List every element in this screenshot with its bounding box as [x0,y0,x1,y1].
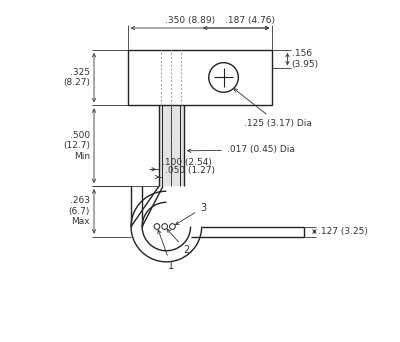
Text: .500
(12.7)
Min: .500 (12.7) Min [63,131,90,161]
Circle shape [154,224,160,229]
Text: .187 (4.76): .187 (4.76) [225,16,275,25]
Circle shape [209,63,238,92]
Text: .263
(6.7)
Max: .263 (6.7) Max [69,196,90,226]
Text: .017 (0.45) Dia: .017 (0.45) Dia [188,145,295,155]
Text: .350 (8.89): .350 (8.89) [165,16,215,25]
Circle shape [162,224,168,229]
Text: 1: 1 [158,230,174,271]
Circle shape [170,224,175,229]
Bar [128,50,272,105]
Text: 2: 2 [167,229,190,255]
Text: 3: 3 [176,203,206,225]
Text: .050 (1.27): .050 (1.27) [165,166,215,175]
Text: .156
(3.95): .156 (3.95) [292,50,319,69]
Text: .127 (3.25): .127 (3.25) [318,227,368,236]
Bar [157,50,186,105]
Bar [159,105,184,186]
Text: .325
(8.27): .325 (8.27) [63,68,90,87]
Text: .100 (2.54): .100 (2.54) [162,158,212,167]
Text: .125 (3.17) Dia: .125 (3.17) Dia [234,89,312,128]
